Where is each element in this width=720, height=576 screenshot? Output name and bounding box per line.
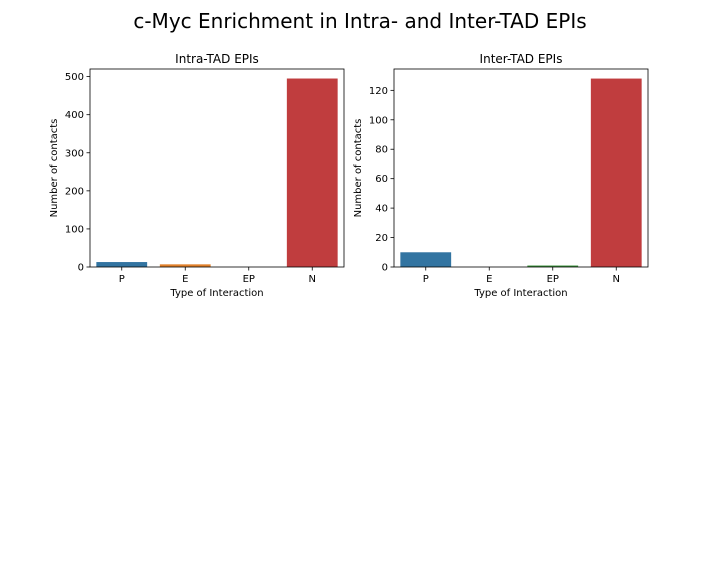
chart-2-y-tick-label: 40: [375, 204, 388, 215]
chart-1-x-tick-label: EP: [243, 274, 255, 285]
chart-2-y-axis-label: Number of contacts: [353, 119, 364, 218]
chart-1-x-tick-label: N: [309, 274, 316, 285]
chart-1-title: Intra-TAD EPIs: [175, 52, 259, 66]
chart-1-x-axis-label: Type of Interaction: [169, 288, 263, 299]
chart-2-bar-p: [400, 252, 452, 267]
chart-1-y-tick-label: 200: [65, 186, 84, 197]
chart-1-bar-e: [159, 264, 211, 267]
chart-1-bar-n: [286, 78, 338, 268]
chart-1-y-axis-label: Number of contacts: [49, 119, 60, 218]
chart-2-title: Inter-TAD EPIs: [480, 52, 563, 66]
chart-2-x-tick-label: N: [613, 274, 620, 285]
chart-2-y-tick-label: 100: [369, 115, 388, 126]
chart-2-bar-n: [590, 78, 642, 267]
chart-1-y-tick-label: 100: [65, 224, 84, 235]
chart-2-x-axis-label: Type of Interaction: [473, 288, 567, 299]
chart-2-bar-ep: [527, 265, 579, 267]
chart-1-bar-p: [96, 262, 148, 267]
chart-2-y-tick-label: 60: [375, 174, 388, 185]
chart-2-x-tick-label: EP: [547, 274, 559, 285]
chart-1-x-tick-label: E: [182, 274, 188, 285]
chart-2-y-tick-label: 20: [375, 233, 388, 244]
chart-1-y-tick-label: 0: [78, 263, 84, 274]
chart-2-x-tick-label: P: [423, 274, 429, 285]
chart-1-y-tick-label: 300: [65, 148, 84, 159]
chart-1-y-tick-label: 400: [65, 110, 84, 121]
chart-2-y-tick-label: 120: [369, 86, 388, 97]
chart-1-axes-frame: [89, 68, 345, 268]
figure-title: c-Myc Enrichment in Intra- and Inter-TAD…: [133, 9, 587, 33]
chart-1-x-tick-label: P: [119, 274, 125, 285]
chart-2-y-tick-label: 0: [382, 263, 388, 274]
chart-2-axes-frame: [393, 68, 649, 268]
chart-2-y-tick-label: 80: [375, 145, 388, 156]
chart-1-y-tick-label: 500: [65, 72, 84, 83]
chart-2-x-tick-label: E: [486, 274, 492, 285]
